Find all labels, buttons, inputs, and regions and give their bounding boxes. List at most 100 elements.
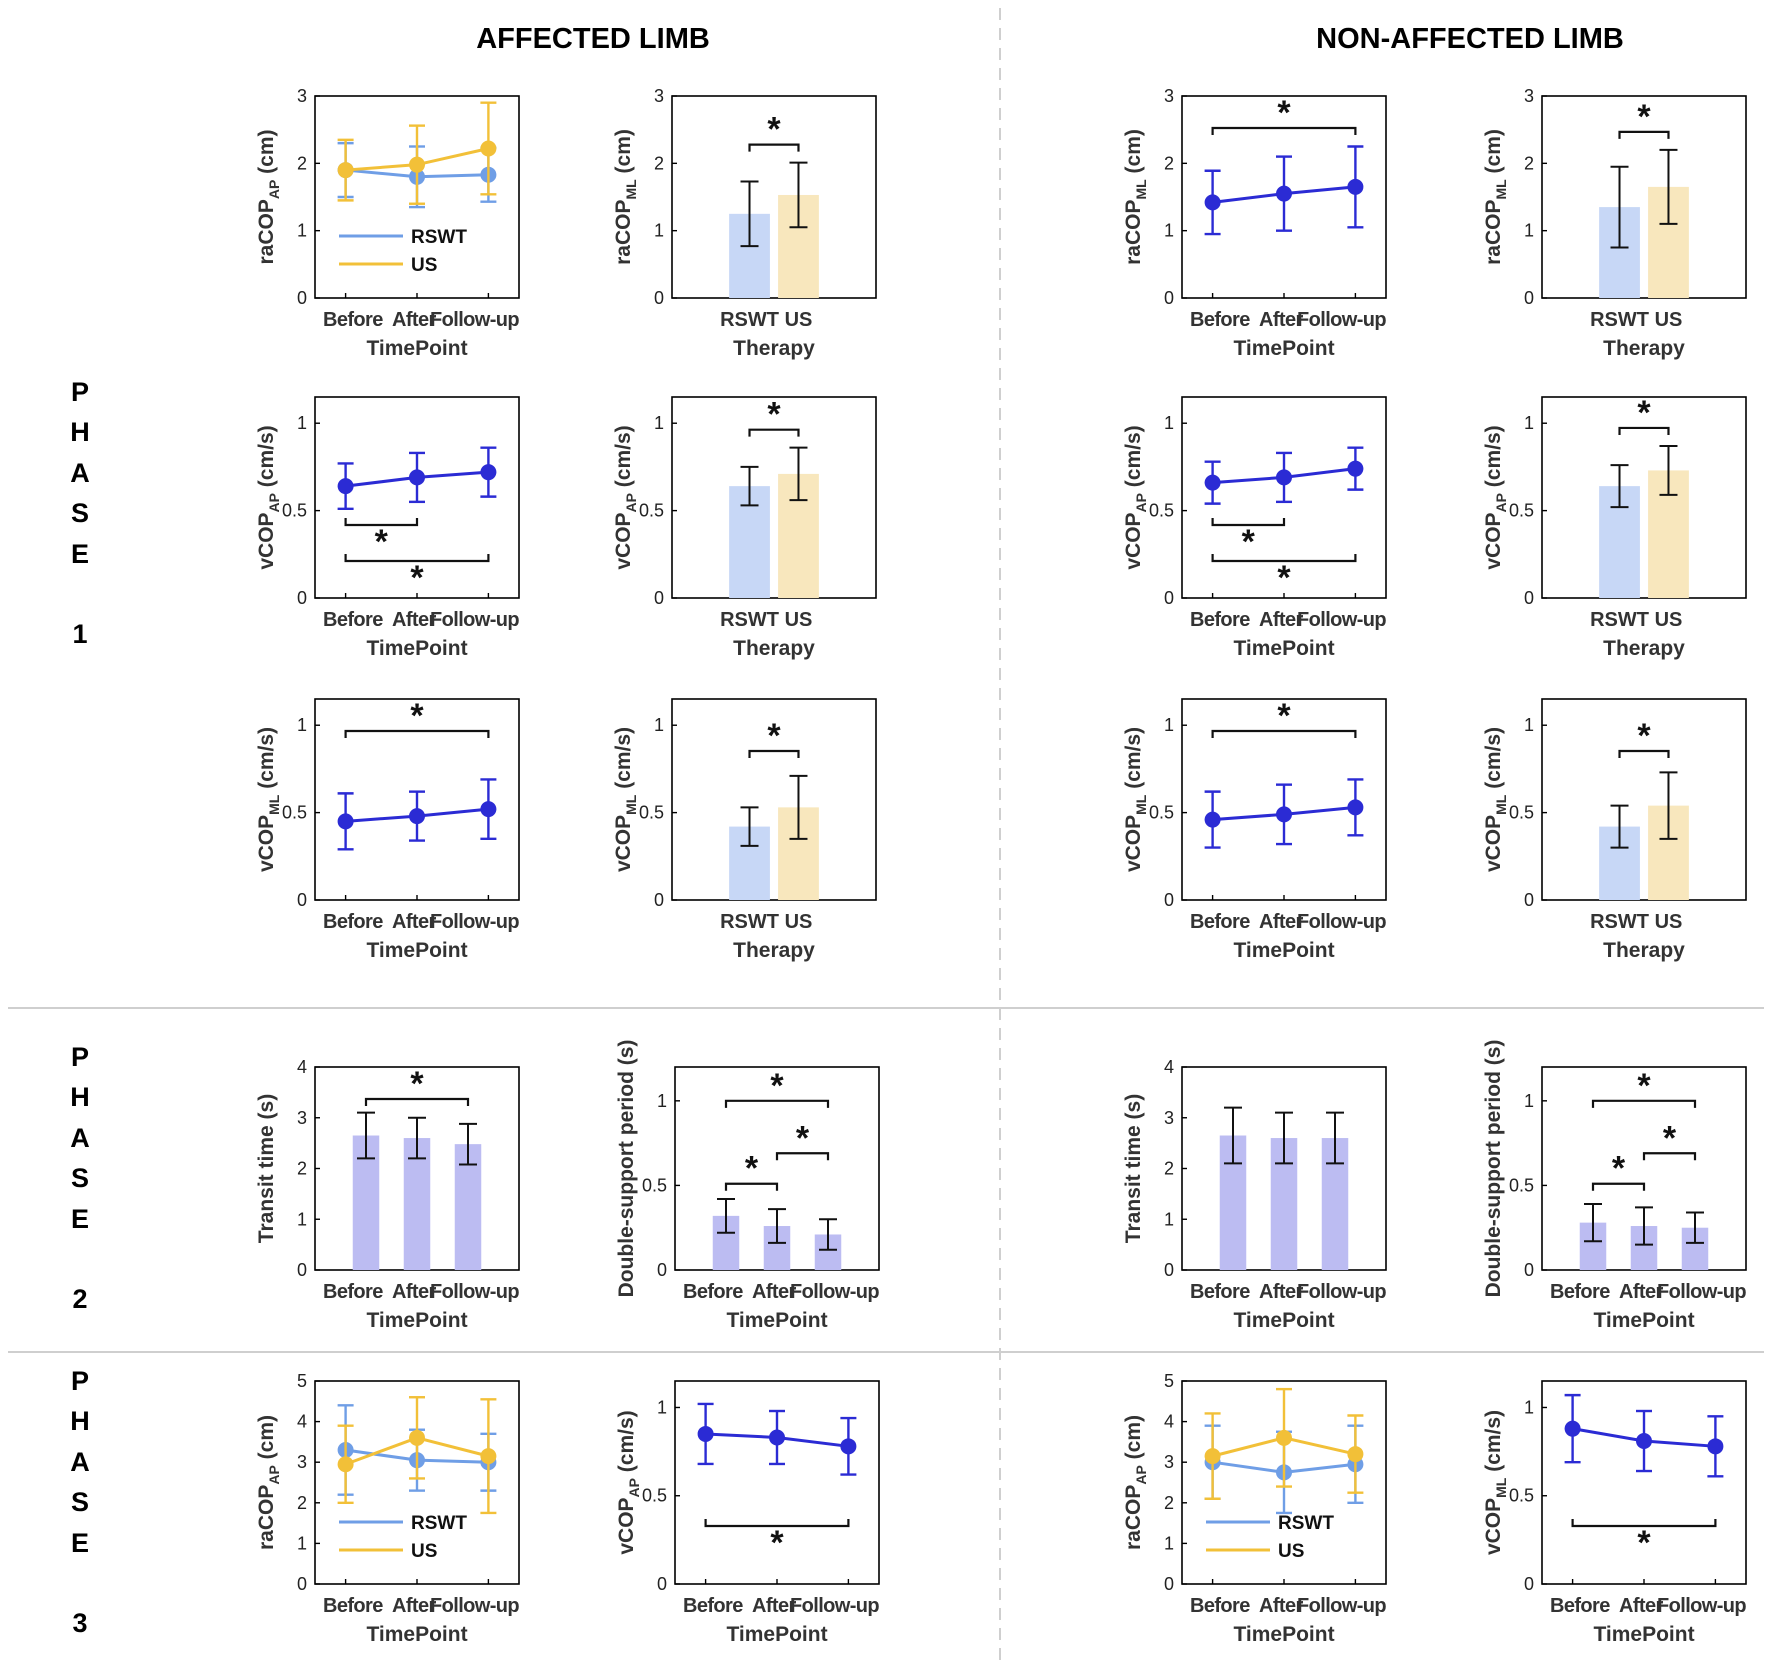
x-tick-label: Follow-up — [430, 1281, 519, 1303]
y-tick-label: 5 — [1164, 1371, 1174, 1391]
y-axis-label-main: vCOP — [1122, 512, 1145, 569]
data-point — [1347, 178, 1364, 195]
significance-bracket — [1211, 554, 1357, 563]
x-tick-label: Before — [1190, 609, 1250, 631]
y-axis-label-main: vCOP — [255, 815, 278, 872]
significance-star: * — [767, 396, 781, 434]
x-tick-label: Follow-up — [1657, 1281, 1746, 1303]
significance-bracket — [748, 428, 800, 437]
y-axis-label-main: Transit time (s) — [255, 1094, 278, 1243]
y-tick-label: 0.5 — [1509, 1486, 1534, 1506]
significance-star: * — [410, 559, 424, 597]
y-axis-label: vCOPAP (cm/s) — [1122, 425, 1149, 569]
y-tick-label: 1 — [297, 715, 307, 735]
significance-star: * — [1277, 94, 1291, 132]
significance-star: * — [1277, 559, 1291, 597]
significance-bracket — [704, 1519, 850, 1528]
y-axis-label: raCOPAP (cm) — [1122, 1415, 1149, 1550]
legend-label-rswt: RSWT — [1278, 1513, 1334, 1534]
y-tick-label: 0 — [1524, 1574, 1534, 1594]
x-axis-label: Therapy — [733, 939, 815, 962]
y-axis-label-main: raCOP — [255, 1485, 278, 1550]
y-axis-label: vCOPAP (cm/s) — [1482, 425, 1509, 569]
data-point — [1204, 811, 1221, 828]
y-axis-label: raCOPML (cm) — [1482, 129, 1509, 265]
y-tick-label: 0 — [297, 288, 307, 308]
y-axis-label-unit: (cm) — [612, 129, 635, 179]
data-point — [409, 808, 425, 825]
x-tick-label: Follow-up — [790, 1595, 879, 1617]
x-tick-label: US — [785, 309, 813, 331]
y-axis-label-main: raCOP — [1122, 1485, 1145, 1550]
y-tick-label: 1 — [1164, 1209, 1174, 1229]
significance-star: * — [1242, 523, 1256, 561]
y-tick-label: 4 — [297, 1412, 307, 1432]
significance-bracket — [1591, 1182, 1646, 1191]
x-tick-label: After — [392, 1281, 436, 1303]
phase-1-number: 1 — [72, 619, 87, 649]
y-axis-label-subscript: ML — [623, 794, 639, 815]
x-tick-label: Before — [323, 309, 383, 331]
x-axis-label: TimePoint — [1233, 337, 1334, 360]
x-tick-label: After — [1619, 1281, 1663, 1303]
y-tick-label: 3 — [1164, 1452, 1174, 1472]
data-point — [1636, 1433, 1652, 1450]
y-axis-label: vCOPML (cm/s) — [1482, 727, 1509, 872]
y-tick-label: 3 — [1164, 86, 1174, 106]
y-tick-label: 3 — [297, 1108, 307, 1128]
y-tick-label: 1 — [297, 221, 307, 241]
y-axis-label-main: vCOP — [615, 1497, 638, 1554]
y-axis-label-unit: (cm) — [255, 1415, 278, 1465]
header-non-affected-limb: NON-AFFECTED LIMB — [1316, 23, 1624, 55]
data-point — [1276, 806, 1292, 823]
x-tick-label: Before — [1190, 911, 1250, 933]
significance-bracket — [1642, 1152, 1697, 1161]
y-axis-label-subscript: ML — [1493, 794, 1509, 815]
y-tick-label: 4 — [1164, 1412, 1174, 1432]
y-axis-label-unit: (cm/s) — [1122, 425, 1145, 493]
y-tick-label: 1 — [657, 1091, 667, 1111]
y-axis-label: vCOPML (cm/s) — [255, 727, 282, 872]
significance-bracket — [1618, 426, 1670, 435]
phase-2-letter: A — [70, 1123, 90, 1153]
data-point — [409, 156, 425, 173]
y-axis-label-unit: (cm/s) — [255, 425, 278, 493]
data-point — [480, 801, 497, 818]
y-axis-label-unit: (cm/s) — [1482, 727, 1505, 795]
x-tick-label: After — [392, 309, 436, 331]
y-tick-label: 1 — [297, 1533, 307, 1553]
y-tick-label: 1 — [297, 1209, 307, 1229]
y-tick-label: 1 — [1524, 1397, 1534, 1417]
y-axis-label-main: vCOP — [1482, 512, 1505, 569]
x-tick-label: US — [785, 911, 813, 933]
data-point — [1276, 469, 1292, 486]
data-point — [1707, 1438, 1724, 1455]
y-axis-label-unit: (cm/s) — [612, 425, 635, 493]
significance-star: * — [745, 1150, 759, 1188]
data-point — [409, 1429, 425, 1446]
x-tick-label: After — [752, 1595, 796, 1617]
x-axis-label: Therapy — [1603, 637, 1685, 660]
x-axis-label: Therapy — [733, 337, 815, 360]
y-tick-label: 2 — [654, 153, 664, 173]
significance-star: * — [767, 717, 781, 755]
data-point — [1276, 185, 1292, 202]
significance-star: * — [410, 1065, 424, 1103]
phase-2-letter: H — [70, 1082, 90, 1112]
y-axis-label: Double-support period (s) — [1482, 1040, 1505, 1298]
y-tick-label: 0.5 — [642, 1486, 667, 1506]
y-tick-label: 0.5 — [1509, 1175, 1534, 1195]
y-tick-label: 1 — [654, 715, 664, 735]
y-tick-label: 0 — [297, 1260, 307, 1280]
y-tick-label: 0 — [1524, 288, 1534, 308]
y-tick-label: 0 — [654, 890, 664, 910]
data-point — [480, 1448, 497, 1465]
plot-area — [671, 95, 877, 299]
y-tick-label: 0.5 — [639, 803, 664, 823]
phase-1-letter: A — [70, 458, 90, 488]
phase-3-number: 3 — [72, 1608, 87, 1638]
